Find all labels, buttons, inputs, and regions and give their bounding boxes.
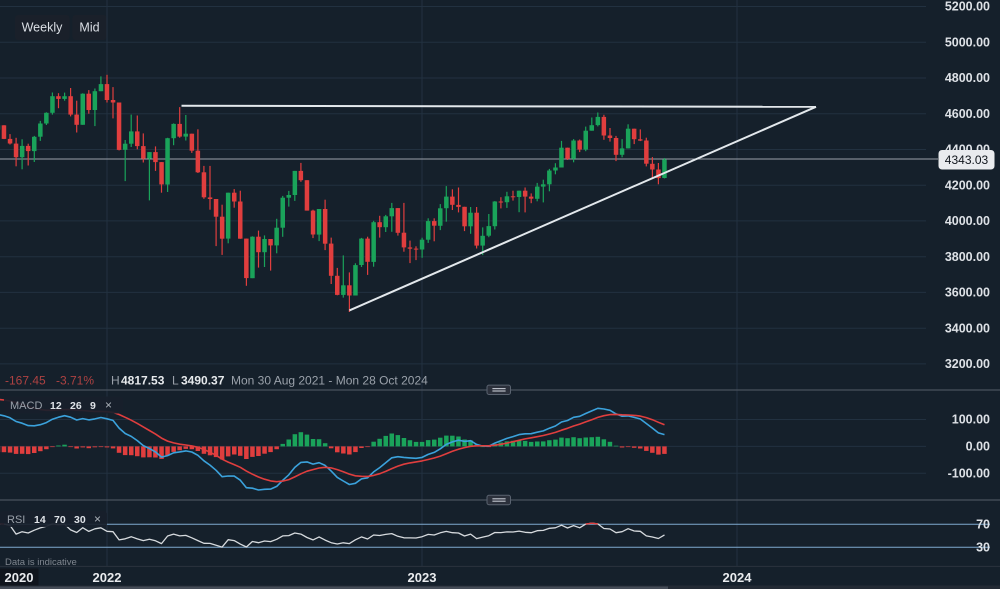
svg-text:L: L xyxy=(172,374,179,388)
svg-text:-3.71%: -3.71% xyxy=(56,374,94,388)
svg-text:-167.45: -167.45 xyxy=(5,374,46,388)
svg-text:4800.00: 4800.00 xyxy=(945,71,990,85)
svg-text:100.00: 100.00 xyxy=(952,413,990,427)
svg-text:×: × xyxy=(105,398,112,412)
svg-text:4817.53: 4817.53 xyxy=(121,374,165,388)
svg-text:Mon 30 Aug 2021 - Mon 28 Oct 2: Mon 30 Aug 2021 - Mon 28 Oct 2024 xyxy=(231,374,428,388)
svg-text:2024: 2024 xyxy=(723,570,753,585)
svg-text:Mid: Mid xyxy=(79,21,99,35)
svg-text:0.00: 0.00 xyxy=(966,440,990,454)
svg-text:30: 30 xyxy=(976,540,990,554)
svg-text:9: 9 xyxy=(90,400,96,412)
svg-text:2022: 2022 xyxy=(93,570,122,585)
svg-text:MACD: MACD xyxy=(10,400,42,412)
svg-text:5200.00: 5200.00 xyxy=(945,0,990,14)
svg-text:Weekly: Weekly xyxy=(22,21,64,35)
svg-text:14: 14 xyxy=(34,514,46,526)
svg-text:4343.03: 4343.03 xyxy=(945,153,989,167)
svg-text:26: 26 xyxy=(70,400,82,412)
svg-text:3600.00: 3600.00 xyxy=(945,286,990,300)
svg-text:3200.00: 3200.00 xyxy=(945,357,990,371)
svg-text:30: 30 xyxy=(74,514,86,526)
svg-text:12: 12 xyxy=(50,400,62,412)
svg-text:RSI: RSI xyxy=(7,514,25,526)
svg-text:2023: 2023 xyxy=(408,570,437,585)
svg-text:×: × xyxy=(94,512,101,526)
svg-text:2020: 2020 xyxy=(5,570,34,585)
svg-text:-100.00: -100.00 xyxy=(948,467,990,481)
svg-text:4200.00: 4200.00 xyxy=(945,178,990,192)
svg-text:H: H xyxy=(111,374,120,388)
svg-text:70: 70 xyxy=(54,514,66,526)
svg-text:70: 70 xyxy=(976,517,990,531)
svg-text:4000.00: 4000.00 xyxy=(945,214,990,228)
svg-text:Data is indicative: Data is indicative xyxy=(5,557,77,568)
svg-text:4600.00: 4600.00 xyxy=(945,107,990,121)
svg-text:5000.00: 5000.00 xyxy=(945,35,990,49)
svg-text:3800.00: 3800.00 xyxy=(945,250,990,264)
svg-text:3400.00: 3400.00 xyxy=(945,321,990,335)
svg-text:3490.37: 3490.37 xyxy=(181,374,225,388)
